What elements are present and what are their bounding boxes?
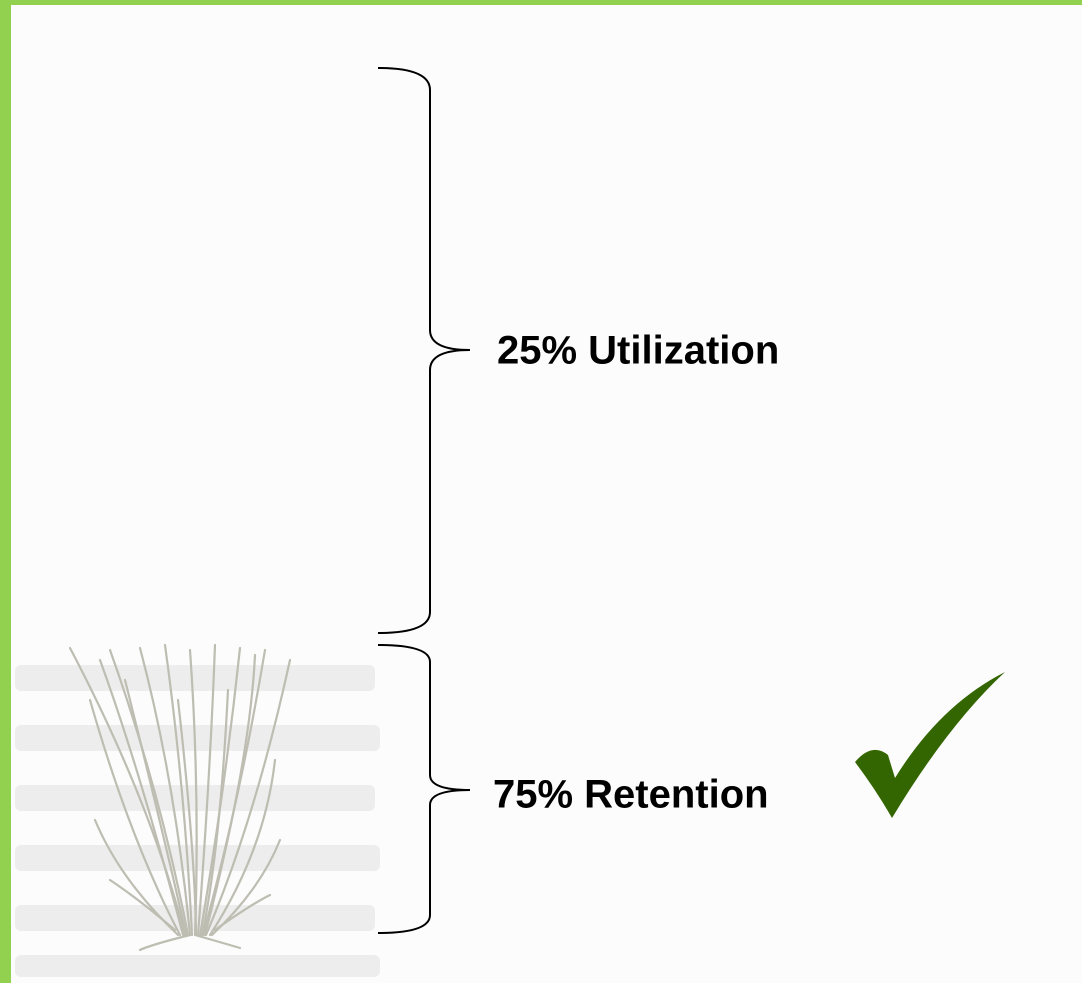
retention-label: 75% Retention: [493, 773, 769, 817]
check-mark: [855, 672, 1005, 818]
left-border: [0, 0, 11, 983]
retention-brace: [377, 644, 471, 934]
grass-illustration: [68, 643, 292, 952]
top-border: [0, 0, 1082, 5]
utilization-label: 25% Utilization: [497, 329, 779, 373]
utilization-brace: [377, 67, 471, 634]
